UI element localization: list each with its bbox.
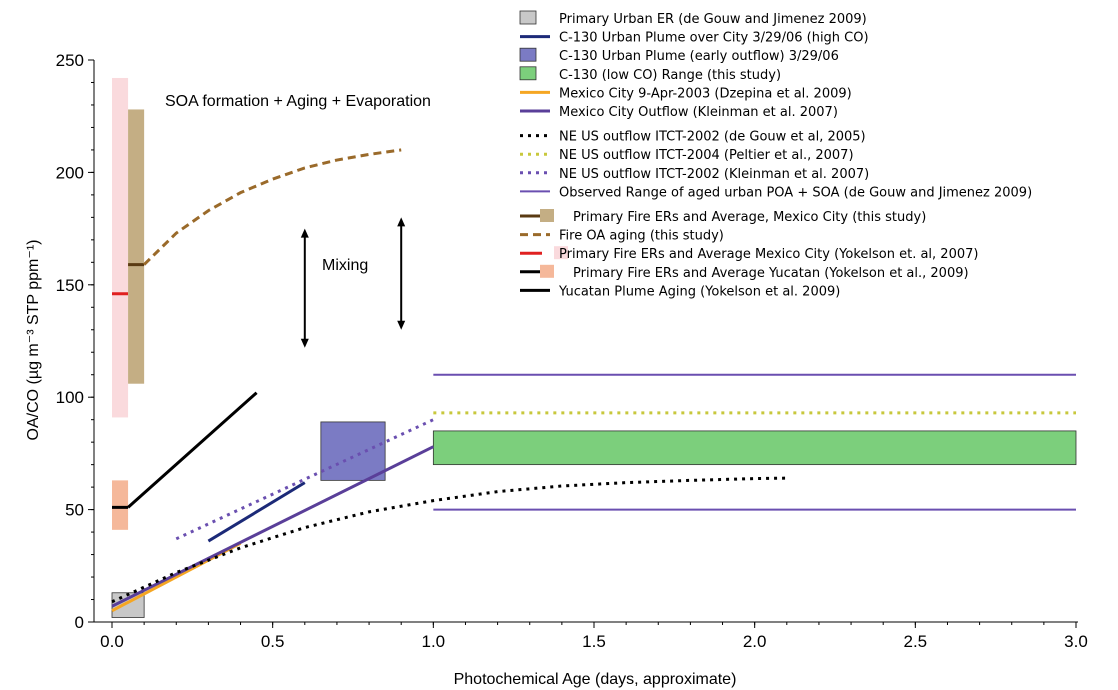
x-axis-label: Photochemical Age (days, approximate) <box>454 671 737 688</box>
series-box-c130_low_co <box>432 430 1077 466</box>
mixing-arrow-head-up <box>397 217 406 227</box>
x-tick-label: 2.5 <box>904 632 928 651</box>
mixing-arrow-head-down <box>300 338 309 348</box>
series-box-fire_er_yucatan <box>112 480 129 530</box>
legend-label-yucatan_aging: Yucatan Plume Aging (Yokelson et al. 200… <box>558 284 840 299</box>
y-axis-label: OA/CO (µg m⁻³ STP ppm⁻¹) <box>25 240 42 441</box>
legend-label-fire_er_mexico: Primary Fire ERs and Average, Mexico Cit… <box>573 210 926 225</box>
legend-label-ne_us_2004_peltier: NE US outflow ITCT-2004 (Peltier et al.,… <box>559 148 854 163</box>
plot-area <box>111 77 1077 618</box>
legend-label-mexico_city_outflow: Mexico City Outflow (Kleinman et al. 200… <box>559 105 838 120</box>
series-line-ne_us_2002_degouw <box>111 476 787 604</box>
legend-label-c130_over_city: C-130 Urban Plume over City 3/29/06 (hig… <box>559 31 869 46</box>
x-tick-label: 1.0 <box>422 632 446 651</box>
legend-label-c130_early_outflow: C-130 Urban Plume (early outflow) 3/29/0… <box>559 49 839 64</box>
legend-label-fire_er_yokelson2007: Primary Fire ERs and Average Mexico City… <box>559 247 978 262</box>
y-tick-label: 0 <box>75 613 84 632</box>
series-line-ne_us_2002_kleinman <box>175 418 434 541</box>
mixing-arrow-head-down <box>397 320 406 330</box>
series-line-yucatan_aging <box>127 391 258 509</box>
legend-label-fire_oa_aging: Fire OA aging (this study) <box>559 229 724 244</box>
legend-label-mexico_city_2003: Mexico City 9-Apr-2003 (Dzepina et al. 2… <box>559 86 852 101</box>
series-box-c130_early_outflow <box>320 421 386 481</box>
series-line-c130_over_city <box>207 481 306 543</box>
mixing-annotation: Mixing <box>322 257 368 274</box>
y-tick-label: 50 <box>65 501 84 520</box>
legend-swatch-fire_er_yokelson2007 <box>554 246 568 260</box>
y-tick-label: 100 <box>56 388 84 407</box>
series-box-fire_er_mexico <box>128 109 145 384</box>
y-tick-label: 250 <box>56 51 84 70</box>
annotations: SOA formation + Aging + Evaporation Mixi… <box>165 93 431 274</box>
axes: 0.0 0.5 1.0 1.5 2.0 2.5 3.0 0 50 100 150 200 250 <box>56 51 1088 651</box>
x-tick-label: 2.0 <box>743 632 767 651</box>
y-tick-label: 150 <box>56 276 84 295</box>
y-tick-label: 200 <box>56 163 84 182</box>
x-tick-label: 0.0 <box>100 632 124 651</box>
x-tick-label: 3.0 <box>1064 632 1088 651</box>
series-box-fire_er_yokelson2007 <box>112 77 129 418</box>
legend-swatch-fire_er_mexico <box>540 209 554 222</box>
legend-swatch-primary_urban_er <box>519 10 537 25</box>
legend: Primary Urban ER (de Gouw and Jimenez 20… <box>519 10 1032 299</box>
legend-label-ne_us_2002_kleinman: NE US outflow ITCT-2002 (Kleinman et al.… <box>559 167 869 182</box>
x-tick-label: 0.5 <box>261 632 285 651</box>
series-line-fire_oa_aging <box>143 148 402 266</box>
x-tick-label: 1.5 <box>582 632 606 651</box>
series-line-mexico_city_outflow <box>111 445 435 608</box>
legend-swatch-c130_early_outflow <box>519 47 537 62</box>
legend-label-fire_er_yucatan: Primary Fire ERs and Average Yucatan (Yo… <box>573 266 969 281</box>
legend-swatch-fire_er_yucatan <box>540 264 554 278</box>
mixing-arrow-head-up <box>300 228 309 238</box>
legend-label-aged_urban_range: Observed Range of aged urban POA + SOA (… <box>559 185 1032 200</box>
legend-label-c130_low_co: C-130 (low CO) Range (this study) <box>559 68 781 83</box>
legend-swatch-c130_low_co <box>519 66 537 81</box>
legend-label-primary_urban_er: Primary Urban ER (de Gouw and Jimenez 20… <box>559 12 867 27</box>
soa-annotation: SOA formation + Aging + Evaporation <box>165 93 431 110</box>
legend-label-ne_us_2002_degouw: NE US outflow ITCT-2002 (de Gouw et al, … <box>559 130 866 145</box>
